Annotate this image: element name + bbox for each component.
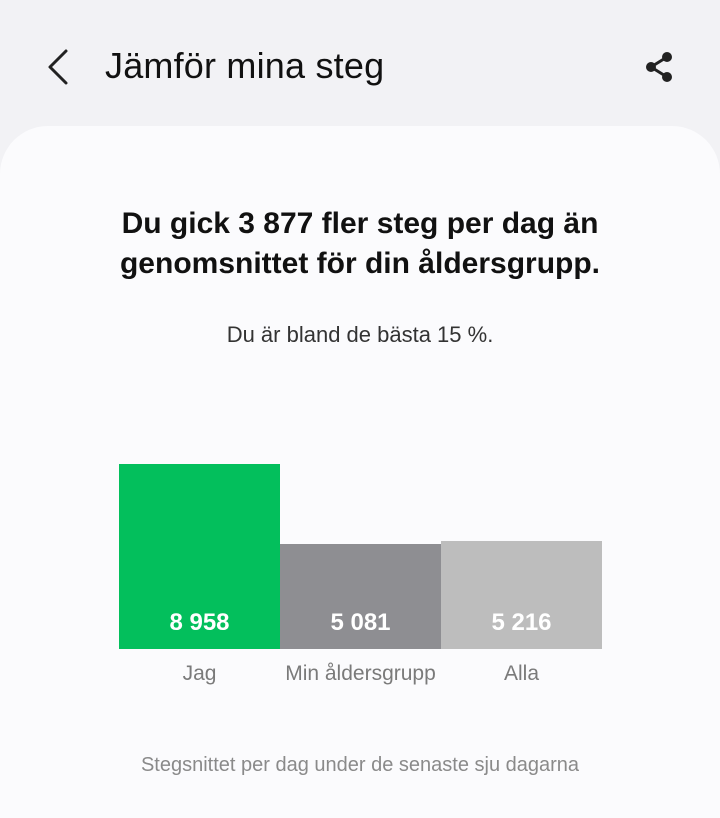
- bar-2: [280, 544, 441, 649]
- page-title: Jämför mina steg: [105, 45, 385, 86]
- bar-value-label: 8 958: [169, 609, 230, 636]
- ranking-text: Du är bland de bästa 15 %.: [226, 322, 494, 347]
- app-header: Jämför mina steg: [0, 0, 720, 126]
- share-button[interactable]: [636, 44, 682, 90]
- steps-bar-chart: 8 958 Jag 5 081 Min åldersgrupp 5 216 Alla: [0, 126, 720, 818]
- comparison-card: Du gick 3 877 fler steg per dag än genom…: [0, 126, 720, 818]
- back-button[interactable]: [36, 44, 82, 90]
- bar-category-label: Jag: [182, 662, 217, 685]
- comparison-headline: Du gick 3 877 fler steg per dag än genom…: [119, 207, 600, 280]
- bar-value-label: 5 216: [491, 609, 552, 636]
- bar-1: [119, 464, 280, 649]
- chart-footnote: Stegsnittet per dag under de senaste sju…: [140, 754, 580, 776]
- bar-3: [441, 541, 602, 649]
- bar-category-label: Min åldersgrupp: [285, 662, 436, 685]
- share-icon: [646, 52, 672, 82]
- chevron-left-icon: [48, 49, 68, 85]
- bar-value-label: 5 081: [330, 609, 391, 636]
- bar-category-label: Alla: [503, 662, 540, 685]
